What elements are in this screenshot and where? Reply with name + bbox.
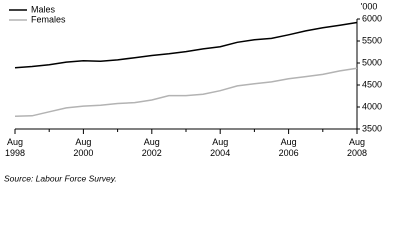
source-note: Source: Labour Force Survey. — [4, 173, 117, 183]
x-tick-label: Aug 2002 — [142, 137, 162, 158]
x-tick-label: Aug 1998 — [5, 137, 25, 158]
y-tick-label: 5500 — [362, 35, 382, 45]
legend-label: Males — [31, 4, 56, 14]
y-tick-label: 6000 — [362, 13, 382, 23]
x-tick-label: Aug 2000 — [73, 137, 93, 158]
chart: '000 Source: Labour Force Survey. 3500 40… — [4, 1, 382, 183]
y-tick-label: 3500 — [362, 123, 382, 133]
y-tick-label: 4000 — [362, 101, 382, 111]
x-tick-label: Aug 2006 — [279, 137, 299, 158]
data-line — [14, 21, 358, 69]
data-line — [14, 67, 358, 117]
x-tick-label: Aug 2004 — [210, 137, 230, 158]
y-unit-label: '000 — [361, 1, 378, 11]
y-tick-label: 5000 — [362, 57, 382, 67]
y-tick-label: 4500 — [362, 79, 382, 89]
x-tick-label: Aug 2008 — [347, 137, 367, 158]
legend-label: Females — [31, 14, 66, 24]
